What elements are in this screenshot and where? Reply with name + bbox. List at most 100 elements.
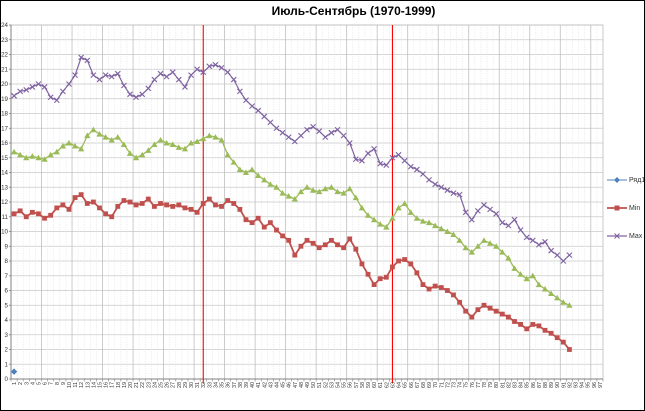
svg-text:57: 57 [354,382,360,388]
svg-text:18: 18 [1,111,8,118]
svg-text:37: 37 [232,382,238,388]
svg-text:46: 46 [287,382,293,388]
svg-text:2: 2 [5,347,9,354]
svg-text:78: 78 [482,382,488,388]
svg-text:74: 74 [458,382,464,388]
series-group [10,54,573,375]
legend-marker-icon [607,177,627,183]
svg-text:68: 68 [421,382,427,388]
svg-text:92: 92 [567,382,573,388]
svg-text:39: 39 [244,382,250,388]
svg-text:22: 22 [140,382,146,388]
svg-text:15: 15 [97,382,103,388]
svg-text:85: 85 [525,382,531,388]
svg-text:60: 60 [372,382,378,388]
svg-text:11: 11 [73,382,79,388]
svg-text:72: 72 [445,382,451,388]
svg-text:32: 32 [201,382,207,388]
svg-text:21: 21 [134,382,140,388]
svg-text:88: 88 [543,382,549,388]
svg-text:73: 73 [451,382,457,388]
axes [9,24,604,382]
svg-text:35: 35 [220,382,226,388]
svg-text:95: 95 [586,382,592,388]
svg-text:87: 87 [537,382,543,388]
svg-text:8: 8 [55,382,61,385]
series-min[interactable] [11,192,572,352]
svg-text:28: 28 [177,382,183,388]
svg-text:3: 3 [5,332,9,339]
svg-text:43: 43 [268,382,274,388]
svg-text:27: 27 [171,382,177,388]
svg-text:15: 15 [1,155,8,162]
svg-text:38: 38 [238,382,244,388]
legend-label: Ряд1 [629,176,645,184]
svg-text:40: 40 [250,382,256,388]
legend: Ряд1 Min Max [607,175,645,259]
svg-text:34: 34 [213,382,219,388]
svg-text:16: 16 [1,140,8,147]
svg-text:36: 36 [226,382,232,388]
legend-marker-icon [607,233,627,239]
svg-text:11: 11 [2,214,9,221]
series-green-unlabeled[interactable] [10,126,573,308]
svg-text:6: 6 [5,288,9,295]
svg-text:4: 4 [5,317,9,324]
legend-label: Min [629,204,641,212]
svg-text:20: 20 [128,382,134,388]
svg-text:23: 23 [1,37,8,44]
svg-text:48: 48 [299,382,305,388]
svg-text:2: 2 [18,382,24,385]
svg-text:29: 29 [183,382,189,388]
svg-text:49: 49 [305,382,311,388]
svg-text:76: 76 [470,382,476,388]
svg-text:50: 50 [311,382,317,388]
svg-text:9: 9 [61,382,67,385]
svg-text:47: 47 [293,382,299,388]
gridlines [10,24,604,380]
series-max[interactable] [11,54,573,264]
svg-text:70: 70 [433,382,439,388]
svg-text:65: 65 [403,382,409,388]
svg-text:44: 44 [274,382,280,388]
svg-text:90: 90 [555,382,561,388]
svg-text:3: 3 [24,382,30,385]
svg-text:14: 14 [91,382,97,388]
svg-text:93: 93 [574,382,580,388]
svg-text:67: 67 [415,382,421,388]
svg-text:59: 59 [366,382,372,388]
svg-text:89: 89 [549,382,555,388]
chart-title: Июль-Сентябрь (1970-1999) [271,4,436,18]
svg-text:22: 22 [1,52,8,59]
series-ryad1[interactable] [10,368,18,375]
svg-text:24: 24 [152,382,158,388]
svg-text:64: 64 [397,382,403,388]
svg-text:12: 12 [79,382,85,388]
svg-text:24: 24 [1,22,8,29]
svg-text:17: 17 [1,125,8,132]
svg-text:53: 53 [329,382,335,388]
svg-text:81: 81 [500,382,506,388]
svg-text:14: 14 [1,170,8,177]
svg-text:82: 82 [506,382,512,388]
legend-item-max[interactable]: Max [607,231,644,241]
svg-text:12: 12 [1,199,8,206]
svg-text:63: 63 [390,382,396,388]
svg-text:7: 7 [5,273,9,280]
svg-text:10: 10 [1,229,8,236]
svg-text:9: 9 [5,243,9,250]
svg-text:19: 19 [1,96,8,103]
svg-text:55: 55 [342,382,348,388]
svg-text:1: 1 [12,382,18,385]
svg-text:41: 41 [256,382,262,388]
svg-text:66: 66 [409,382,415,388]
legend-item-ряд1[interactable]: Ряд1 [607,175,645,185]
svg-text:52: 52 [323,382,329,388]
legend-item-min[interactable]: Min [607,203,644,213]
svg-text:75: 75 [464,382,470,388]
svg-text:77: 77 [476,382,482,388]
svg-text:25: 25 [159,382,165,388]
svg-text:71: 71 [439,382,445,388]
